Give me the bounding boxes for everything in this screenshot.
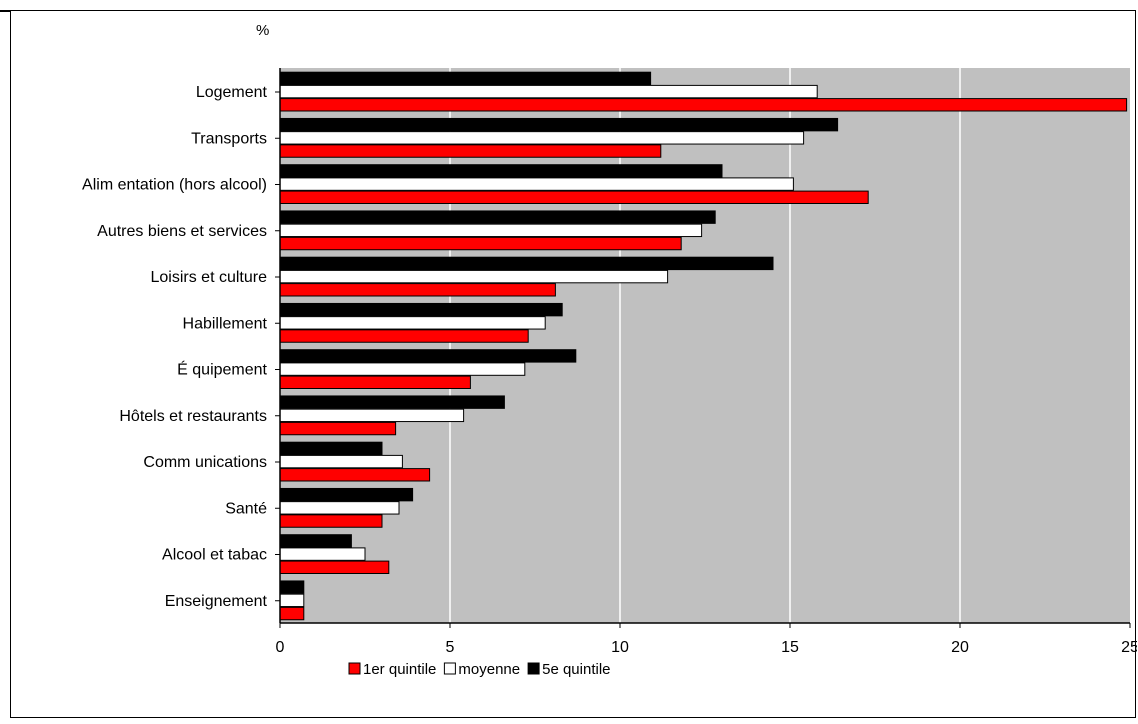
- bar-5e-quintile-5: [279, 302, 563, 317]
- bar-5e-quintile-7: [279, 395, 505, 409]
- bar-moyenne-7: [279, 408, 465, 423]
- x-tick-label: 5: [446, 639, 455, 656]
- legend-label-moyenne: moyenne: [458, 661, 520, 678]
- bar-moyenne-4: [279, 269, 669, 284]
- plot-area: [280, 68, 1130, 623]
- bar-moyenne-11: [279, 593, 305, 608]
- bar-1er-quintile-5: [279, 329, 529, 343]
- bar-moyenne-3: [279, 223, 703, 238]
- bar-moyenne-8: [279, 454, 403, 469]
- bar-1er-quintile-1: [279, 144, 662, 158]
- category-label: É quipement: [177, 360, 267, 379]
- category-label: Santé: [225, 500, 267, 517]
- bar-5e-quintile-4: [279, 256, 774, 271]
- category-label: Habillement: [183, 315, 268, 332]
- bar-1er-quintile-4: [279, 283, 556, 297]
- bar-moyenne-1: [279, 131, 805, 145]
- bar-1er-quintile-7: [279, 421, 397, 436]
- bar-moyenne-10: [279, 547, 366, 561]
- legend-swatch-moyenne: [443, 662, 456, 675]
- bar-5e-quintile-6: [279, 349, 577, 363]
- bar-1er-quintile-9: [279, 514, 383, 528]
- legend-label-1er-quintile: 1er quintile: [363, 661, 436, 678]
- chart-frame: % Logement Transports Alim entation (hors a…: [10, 10, 1138, 718]
- legend-swatch-1er-quintile: [348, 662, 361, 675]
- category-label: Alcool et tabac: [162, 547, 267, 564]
- bar-moyenne-0: [279, 84, 818, 99]
- x-tick-label: 10: [611, 639, 629, 656]
- x-tick-label: 15: [781, 639, 799, 656]
- bar-1er-quintile-11: [279, 606, 305, 621]
- bar-5e-quintile-10: [279, 534, 352, 548]
- category-label: Alim entation (hors alcool): [82, 177, 267, 194]
- bar-1er-quintile-6: [279, 375, 471, 390]
- legend-label-5e-quintile: 5e quintile: [542, 661, 610, 678]
- bar-1er-quintile-2: [279, 190, 869, 205]
- x-tick-label: 20: [951, 639, 969, 656]
- bar-5e-quintile-11: [279, 580, 305, 594]
- bar-1er-quintile-10: [279, 560, 390, 574]
- category-label: Autres biens et services: [97, 223, 267, 240]
- bar-5e-quintile-9: [279, 487, 414, 502]
- bar-chart: % Logement Transports Alim entation (hors a…: [82, 22, 1138, 678]
- bar-1er-quintile-3: [279, 236, 682, 251]
- legend-swatch-5e-quintile: [527, 662, 540, 675]
- x-tick-label: 25: [1121, 639, 1137, 656]
- x-tick-label: 0: [276, 639, 285, 656]
- bar-5e-quintile-3: [279, 210, 716, 224]
- bar-5e-quintile-8: [279, 441, 383, 456]
- bar-1er-quintile-8: [279, 468, 431, 482]
- category-label: Loisirs et culture: [151, 269, 268, 286]
- bar-moyenne-6: [279, 362, 526, 376]
- category-label: Enseignement: [165, 593, 268, 610]
- bar-moyenne-9: [279, 501, 400, 515]
- bar-5e-quintile-0: [279, 71, 652, 86]
- category-label: Comm unications: [143, 454, 267, 471]
- category-label: Hôtels et restaurants: [119, 408, 267, 425]
- bar-moyenne-5: [279, 316, 546, 330]
- category-label: Logement: [196, 84, 268, 101]
- bar-5e-quintile-1: [279, 117, 839, 132]
- bar-1er-quintile-0: [279, 98, 1128, 112]
- bar-moyenne-2: [279, 177, 794, 191]
- bar-5e-quintile-2: [279, 164, 723, 178]
- category-label: Transports: [191, 130, 267, 147]
- unit-label: %: [256, 22, 269, 39]
